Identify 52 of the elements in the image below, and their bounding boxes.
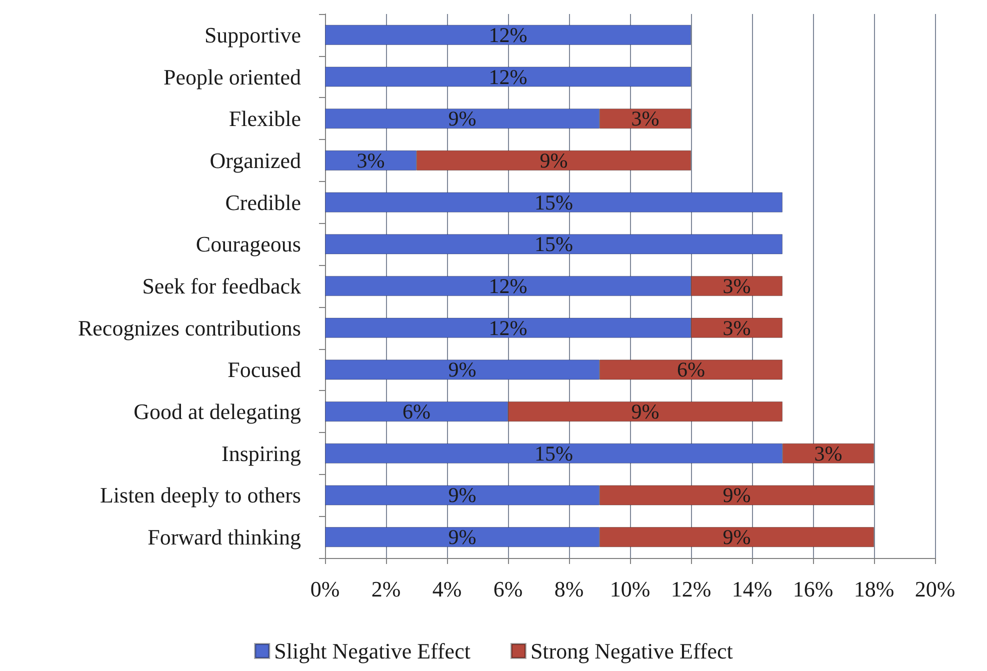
bar: [325, 192, 782, 212]
data-label: 9%: [448, 483, 476, 508]
x-tick-label: 0%: [310, 576, 340, 602]
y-tick-label: Credible: [225, 190, 301, 215]
data-label: 3%: [722, 274, 751, 298]
x-tick-label: 14%: [732, 576, 772, 602]
legend-label: Slight Negative Effect: [274, 638, 470, 664]
y-tick-label: Focused: [228, 357, 301, 382]
x-tick-label: 10%: [610, 576, 650, 602]
data-label: 9%: [540, 148, 568, 172]
y-tick-label: Organized: [210, 148, 301, 173]
data-label: 12%: [488, 22, 528, 47]
data-label: 9%: [722, 483, 751, 508]
data-label: 3%: [722, 316, 751, 340]
bar: [325, 24, 691, 45]
x-tick-label: 20%: [914, 576, 956, 602]
y-tick-label: Flexible: [228, 106, 301, 132]
x-tick-label: 16%: [792, 576, 834, 602]
data-label: 9%: [722, 525, 751, 550]
data-label: 6%: [402, 400, 430, 424]
data-label: 15%: [534, 441, 573, 466]
bar: [325, 66, 691, 87]
y-tick-label: People oriented: [164, 64, 301, 90]
y-tick-label: Forward thinking: [148, 524, 301, 550]
x-tick-label: 12%: [670, 576, 712, 602]
y-tick-label: Listen deeply to others: [100, 482, 301, 508]
data-label: 9%: [448, 525, 476, 550]
x-tick-label: 6%: [493, 576, 523, 602]
x-tick-label: 2%: [371, 576, 401, 602]
data-label: 12%: [488, 316, 528, 340]
data-label: 15%: [534, 232, 573, 256]
data-label: 12%: [488, 64, 528, 89]
y-tick-label: Good at delegating: [134, 399, 301, 424]
data-label: 9%: [448, 358, 476, 382]
x-tick-label: 8%: [554, 576, 584, 602]
y-tick-label: Courageous: [196, 232, 301, 257]
x-tick-label: 18%: [854, 576, 894, 602]
y-tick-label: Recognizes contributions: [78, 315, 301, 340]
data-label: 12%: [488, 274, 528, 298]
x-tick-label: 4%: [432, 576, 462, 602]
data-label: 3%: [356, 148, 385, 172]
legend-label: Strong Negative Effect: [530, 638, 733, 664]
y-tick-label: Seek for feedback: [142, 274, 301, 298]
data-label: 15%: [534, 190, 573, 214]
data-label: 9%: [631, 400, 660, 424]
data-label: 3%: [631, 106, 660, 131]
data-label: 6%: [677, 358, 705, 382]
data-label: 3%: [814, 441, 842, 466]
y-tick-label: Supportive: [204, 22, 301, 48]
data-label: 9%: [448, 106, 476, 131]
y-tick-label: Inspiring: [222, 440, 301, 466]
bar: [325, 234, 782, 254]
